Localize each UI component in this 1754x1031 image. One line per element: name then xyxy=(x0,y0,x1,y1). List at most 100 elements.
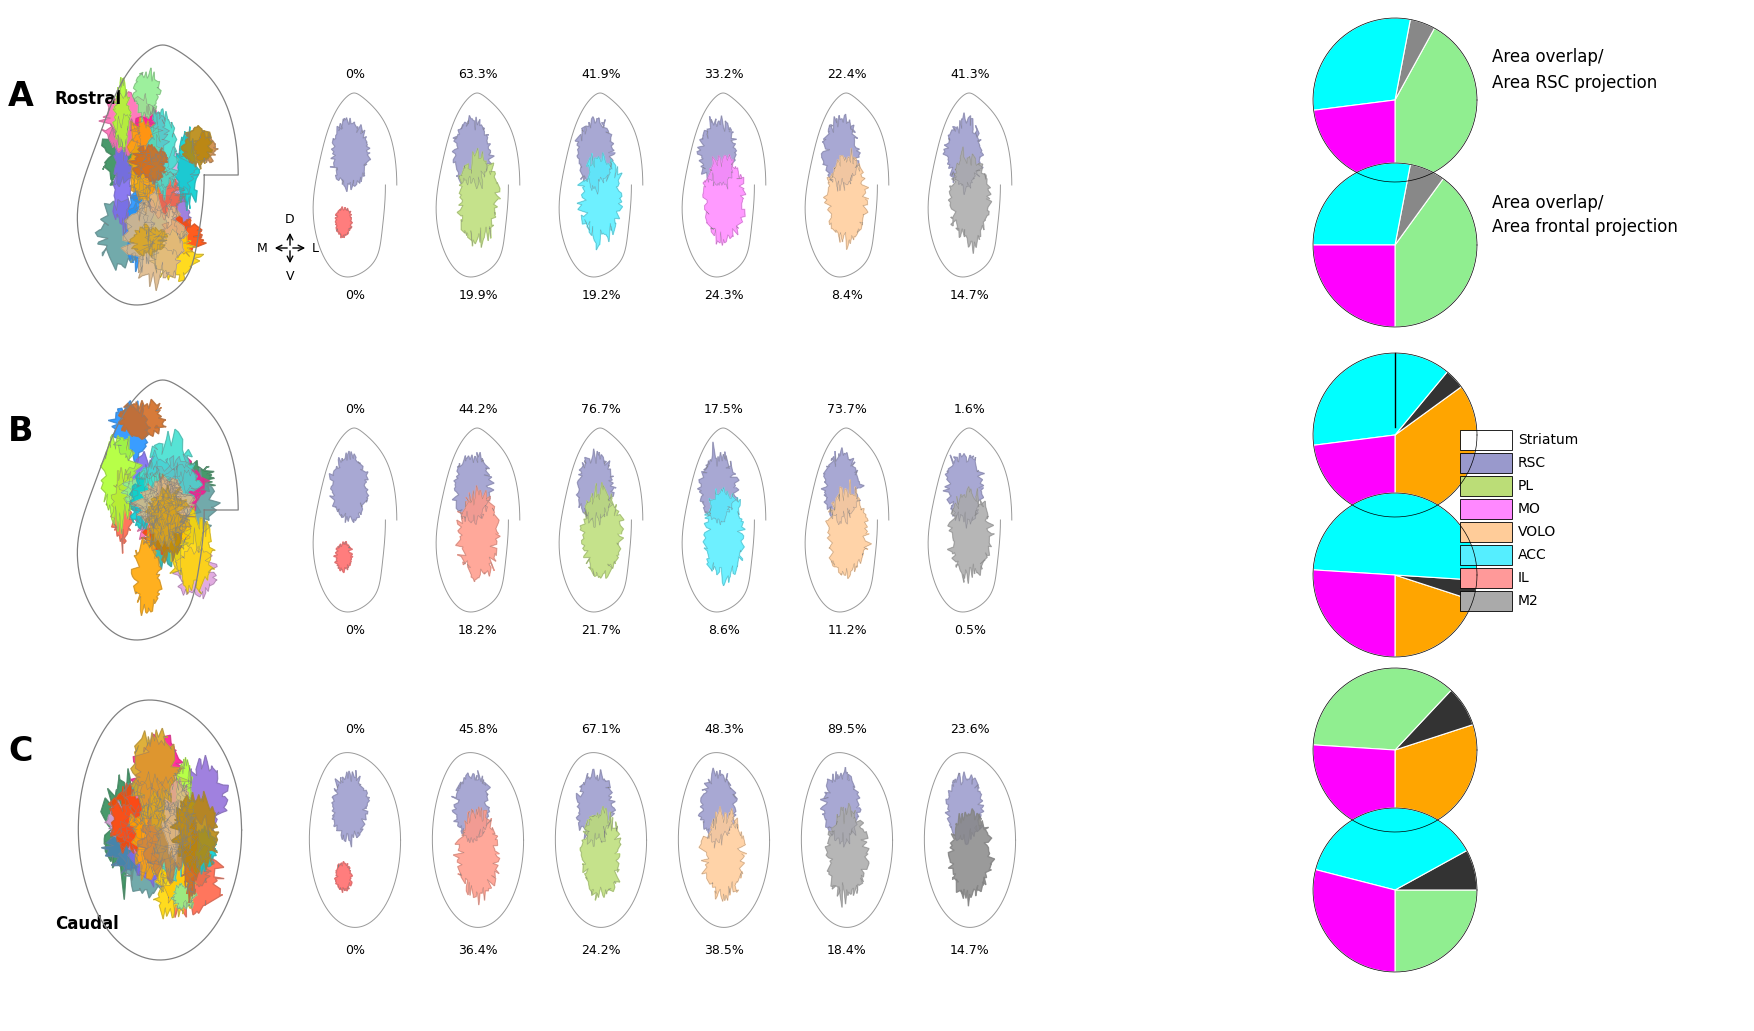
Polygon shape xyxy=(139,788,198,884)
Wedge shape xyxy=(1394,575,1473,657)
Polygon shape xyxy=(100,434,142,534)
Polygon shape xyxy=(163,461,216,497)
Polygon shape xyxy=(309,753,400,928)
Polygon shape xyxy=(132,525,161,616)
Wedge shape xyxy=(1314,163,1410,245)
Text: 0%: 0% xyxy=(346,403,365,415)
Polygon shape xyxy=(121,771,177,847)
Text: 22.4%: 22.4% xyxy=(828,68,866,81)
Polygon shape xyxy=(581,483,624,578)
Polygon shape xyxy=(458,148,500,247)
Polygon shape xyxy=(451,770,491,842)
Polygon shape xyxy=(130,734,191,817)
Polygon shape xyxy=(98,92,163,156)
Polygon shape xyxy=(170,791,219,873)
Polygon shape xyxy=(949,808,995,906)
Text: V: V xyxy=(286,270,295,282)
Polygon shape xyxy=(330,118,370,192)
Polygon shape xyxy=(77,45,239,305)
Wedge shape xyxy=(1394,890,1477,972)
Text: 45.8%: 45.8% xyxy=(458,723,498,736)
Text: M: M xyxy=(258,241,268,255)
Text: 1.6%: 1.6% xyxy=(954,403,986,415)
Wedge shape xyxy=(1394,372,1461,435)
Wedge shape xyxy=(1394,575,1477,600)
Polygon shape xyxy=(147,169,184,221)
Polygon shape xyxy=(121,470,193,513)
Text: 17.5%: 17.5% xyxy=(703,403,744,415)
Polygon shape xyxy=(944,112,984,195)
Polygon shape xyxy=(696,115,737,190)
Polygon shape xyxy=(121,190,188,291)
Text: RSC: RSC xyxy=(1517,456,1545,470)
Polygon shape xyxy=(112,77,132,152)
Bar xyxy=(1459,522,1512,542)
Text: D: D xyxy=(286,213,295,226)
Polygon shape xyxy=(102,817,167,875)
Bar xyxy=(1459,499,1512,519)
Polygon shape xyxy=(949,146,991,254)
Polygon shape xyxy=(944,454,984,529)
Text: 23.6%: 23.6% xyxy=(951,723,989,736)
Polygon shape xyxy=(140,146,198,196)
Polygon shape xyxy=(453,115,495,189)
Polygon shape xyxy=(142,172,168,269)
Polygon shape xyxy=(125,174,154,272)
Polygon shape xyxy=(703,488,745,586)
Polygon shape xyxy=(130,791,179,885)
Polygon shape xyxy=(577,153,623,250)
Polygon shape xyxy=(128,783,196,893)
Polygon shape xyxy=(188,826,217,874)
Polygon shape xyxy=(193,131,217,163)
Polygon shape xyxy=(700,806,747,901)
Text: 18.2%: 18.2% xyxy=(458,624,498,637)
Text: 8.6%: 8.6% xyxy=(709,624,740,637)
Bar xyxy=(1459,545,1512,565)
Text: M2: M2 xyxy=(1517,594,1538,608)
Polygon shape xyxy=(170,883,196,909)
Text: C: C xyxy=(9,735,33,768)
Text: 38.5%: 38.5% xyxy=(703,944,744,957)
Polygon shape xyxy=(119,805,181,898)
Polygon shape xyxy=(144,460,163,532)
Bar xyxy=(1459,430,1512,450)
Polygon shape xyxy=(556,753,647,928)
Text: 0%: 0% xyxy=(346,624,365,637)
Polygon shape xyxy=(168,506,216,594)
Polygon shape xyxy=(181,126,212,169)
Polygon shape xyxy=(139,429,202,539)
Text: PL: PL xyxy=(1517,479,1535,493)
Wedge shape xyxy=(1314,18,1410,110)
Polygon shape xyxy=(130,104,170,161)
Polygon shape xyxy=(826,479,872,578)
Polygon shape xyxy=(581,806,621,900)
Polygon shape xyxy=(160,837,225,918)
Polygon shape xyxy=(174,127,200,211)
Polygon shape xyxy=(132,728,182,829)
Wedge shape xyxy=(1394,725,1477,832)
Polygon shape xyxy=(928,93,1012,277)
Polygon shape xyxy=(111,467,133,554)
Polygon shape xyxy=(821,447,865,525)
Text: ACC: ACC xyxy=(1517,548,1547,562)
Polygon shape xyxy=(132,477,195,535)
Polygon shape xyxy=(151,454,209,525)
Polygon shape xyxy=(947,487,995,584)
Wedge shape xyxy=(1394,690,1473,750)
Wedge shape xyxy=(1316,808,1466,890)
Polygon shape xyxy=(456,486,500,581)
Polygon shape xyxy=(109,783,151,854)
Text: 19.9%: 19.9% xyxy=(458,289,498,302)
Text: 11.2%: 11.2% xyxy=(828,624,866,637)
Polygon shape xyxy=(119,781,168,870)
Text: 41.3%: 41.3% xyxy=(951,68,989,81)
Polygon shape xyxy=(824,803,868,907)
Polygon shape xyxy=(130,184,189,211)
Polygon shape xyxy=(149,229,203,281)
Text: 73.7%: 73.7% xyxy=(828,403,866,415)
Polygon shape xyxy=(186,855,210,887)
Polygon shape xyxy=(174,757,195,847)
Polygon shape xyxy=(147,108,179,200)
Polygon shape xyxy=(314,428,396,612)
Text: 14.7%: 14.7% xyxy=(951,944,989,957)
